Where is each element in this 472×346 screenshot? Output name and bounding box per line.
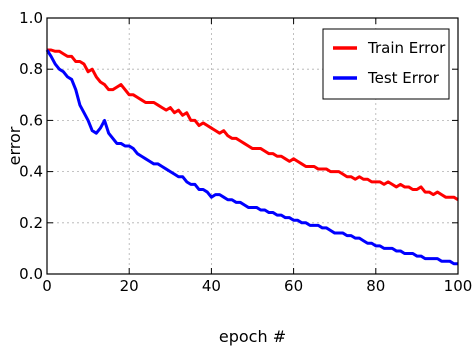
tick-layer: 0 20 40 60 80 100 0.0 0.2 0.4 0.6 0.8 1.0 — [19, 9, 472, 295]
x-tick-label: 100 — [444, 277, 472, 295]
plot-frame — [46, 17, 459, 275]
legend-label-train: Train Error — [367, 39, 446, 57]
x-tick-label: 0 — [42, 277, 52, 295]
x-tick-label: 80 — [366, 277, 385, 295]
y-tick-label: 0.2 — [19, 214, 43, 232]
series-line-train-error — [47, 48, 459, 202]
y-tick-label: 0.8 — [19, 60, 43, 78]
y-tick-label: 0.6 — [19, 111, 43, 129]
grid-layer — [47, 18, 458, 274]
y-axis-label: error — [5, 126, 24, 165]
legend-box — [322, 28, 450, 100]
x-tick-label: 40 — [202, 277, 221, 295]
y-tick-label: 0.0 — [19, 265, 43, 283]
x-tick-label: 60 — [284, 277, 303, 295]
x-axis-label: epoch # — [219, 327, 286, 346]
x-tick-label: 20 — [120, 277, 139, 295]
series-line-test-error — [45, 49, 458, 266]
y-tick-label: 0.4 — [19, 163, 43, 181]
series-layer — [45, 48, 459, 266]
legend: Train Error Test Error — [322, 28, 450, 100]
y-tick-label: 1.0 — [19, 9, 43, 27]
legend-label-test: Test Error — [367, 69, 440, 87]
